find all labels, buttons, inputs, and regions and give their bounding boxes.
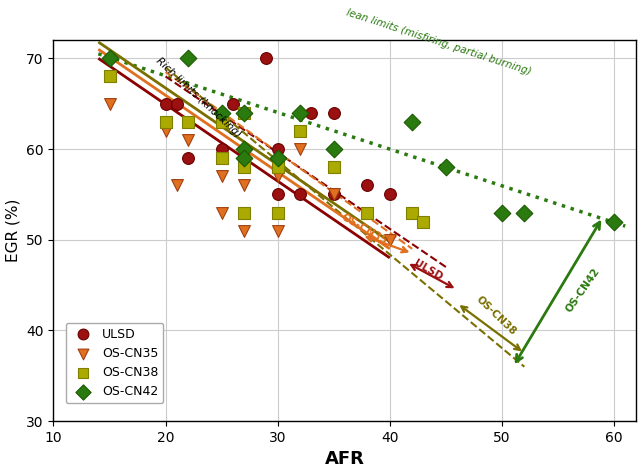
Point	[273, 145, 283, 153]
Point	[419, 218, 429, 226]
Point	[216, 209, 227, 216]
Point	[362, 209, 372, 216]
Point	[519, 209, 530, 216]
Point	[407, 209, 417, 216]
Point	[407, 118, 417, 126]
Point	[295, 127, 305, 135]
Point	[385, 236, 395, 244]
Point	[329, 164, 339, 171]
Point	[216, 173, 227, 180]
Point	[273, 191, 283, 198]
Point	[295, 145, 305, 153]
Point	[497, 209, 507, 216]
Text: lean limits (misfiring, partial burning): lean limits (misfiring, partial burning)	[345, 7, 532, 76]
Point	[239, 182, 249, 189]
Point	[329, 145, 339, 153]
Point	[239, 155, 249, 162]
Point	[228, 100, 238, 108]
Point	[216, 155, 227, 162]
Point	[385, 191, 395, 198]
Point	[273, 173, 283, 180]
Point	[216, 145, 227, 153]
Point	[105, 55, 115, 62]
Point	[273, 209, 283, 216]
X-axis label: AFR: AFR	[325, 450, 365, 468]
Point	[171, 182, 182, 189]
Point	[239, 227, 249, 235]
Y-axis label: EGR (%): EGR (%)	[6, 199, 21, 263]
Point	[160, 100, 171, 108]
Point	[261, 55, 272, 62]
Point	[216, 109, 227, 117]
Point	[306, 109, 317, 117]
Text: ULSD: ULSD	[412, 258, 444, 283]
Point	[160, 118, 171, 126]
Legend: ULSD, OS-CN35, OS-CN38, OS-CN42: ULSD, OS-CN35, OS-CN38, OS-CN42	[65, 323, 163, 403]
Point	[239, 164, 249, 171]
Text: OS-CN38: OS-CN38	[474, 294, 518, 337]
Point	[183, 118, 193, 126]
Point	[239, 209, 249, 216]
Point	[183, 55, 193, 62]
Point	[160, 127, 171, 135]
Point	[183, 136, 193, 144]
Point	[171, 100, 182, 108]
Point	[440, 164, 451, 171]
Point	[329, 109, 339, 117]
Point	[273, 155, 283, 162]
Point	[362, 182, 372, 189]
Point	[295, 109, 305, 117]
Point	[239, 109, 249, 117]
Point	[273, 164, 283, 171]
Text: OS-CN42: OS-CN42	[564, 266, 602, 314]
Point	[239, 109, 249, 117]
Point	[329, 191, 339, 198]
Point	[183, 155, 193, 162]
Point	[105, 100, 115, 108]
Text: Rich limits (knocking): Rich limits (knocking)	[154, 56, 243, 140]
Point	[329, 191, 339, 198]
Point	[362, 209, 372, 216]
Point	[239, 155, 249, 162]
Point	[609, 218, 619, 226]
Point	[239, 145, 249, 153]
Point	[295, 191, 305, 198]
Text: OS-CN35: OS-CN35	[340, 212, 389, 246]
Point	[105, 73, 115, 80]
Point	[273, 227, 283, 235]
Point	[216, 118, 227, 126]
